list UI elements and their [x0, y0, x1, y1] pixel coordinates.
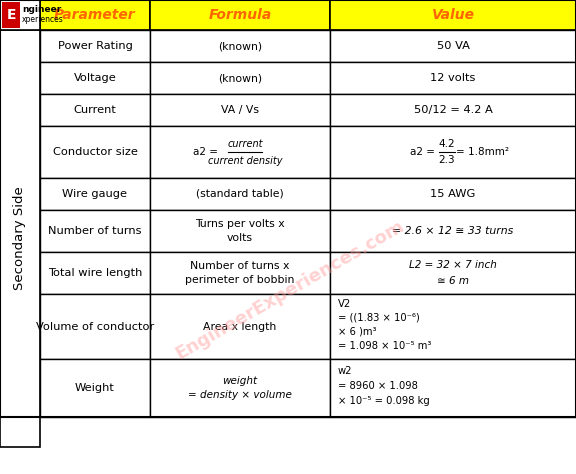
Bar — [150, 94, 330, 126]
Text: Area x length: Area x length — [203, 321, 276, 331]
Text: Weight: Weight — [75, 383, 115, 393]
Text: ≅ 6 m: ≅ 6 m — [437, 276, 469, 286]
Text: 2.3: 2.3 — [439, 155, 455, 165]
Bar — [150, 252, 330, 294]
Text: Total wire length: Total wire length — [48, 268, 142, 278]
Text: w2: w2 — [338, 366, 353, 376]
Text: weight
= density × volume: weight = density × volume — [188, 376, 292, 400]
Text: L2 = 32 × 7 inch: L2 = 32 × 7 inch — [409, 260, 497, 270]
Bar — [40, 294, 150, 359]
Text: Power Rating: Power Rating — [58, 41, 132, 51]
Bar — [40, 30, 150, 62]
Text: 50 VA: 50 VA — [437, 41, 469, 51]
Bar — [150, 359, 330, 417]
Bar — [40, 0, 150, 30]
Text: Turns per volts x
volts: Turns per volts x volts — [195, 219, 285, 243]
Bar — [40, 210, 150, 252]
Bar — [150, 294, 330, 359]
Bar — [40, 178, 150, 210]
Bar — [150, 62, 330, 94]
Text: Wire gauge: Wire gauge — [63, 189, 127, 199]
Text: current density: current density — [208, 156, 282, 166]
Text: ngineer: ngineer — [22, 4, 61, 13]
Text: Parameter: Parameter — [54, 8, 136, 22]
Bar — [0, 30, 40, 447]
Text: Voltage: Voltage — [74, 73, 116, 83]
Bar — [330, 126, 576, 178]
Text: Conductor size: Conductor size — [52, 147, 138, 157]
Text: = 2.6 × 12 ≅ 33 turns: = 2.6 × 12 ≅ 33 turns — [392, 226, 514, 236]
Text: Volume of conductor: Volume of conductor — [36, 321, 154, 331]
Bar — [150, 0, 330, 30]
Bar — [330, 294, 576, 359]
Bar — [2, 2, 20, 28]
Bar — [330, 30, 576, 62]
Bar — [40, 94, 150, 126]
Text: × 10⁻⁵ = 0.098 kg: × 10⁻⁵ = 0.098 kg — [338, 396, 430, 406]
Bar — [330, 94, 576, 126]
Bar — [330, 178, 576, 210]
Text: current: current — [228, 139, 263, 149]
Bar — [330, 359, 576, 417]
Text: E: E — [6, 8, 16, 22]
Text: 15 AWG: 15 AWG — [430, 189, 476, 199]
Text: Number of turns: Number of turns — [48, 226, 142, 236]
Text: (known): (known) — [218, 73, 262, 83]
Bar — [40, 126, 150, 178]
Text: = 1.098 × 10⁻⁵ m³: = 1.098 × 10⁻⁵ m³ — [338, 341, 431, 351]
Text: Current: Current — [74, 105, 116, 115]
Bar — [150, 210, 330, 252]
Bar — [40, 62, 150, 94]
Text: a2 =: a2 = — [193, 147, 218, 157]
Bar — [150, 178, 330, 210]
Text: (known): (known) — [218, 41, 262, 51]
Text: EngineerExperiences.com: EngineerExperiences.com — [172, 217, 407, 363]
Bar — [330, 62, 576, 94]
Text: 4.2: 4.2 — [439, 139, 455, 149]
Text: Secondary Side: Secondary Side — [13, 187, 26, 291]
Text: 50/12 = 4.2 A: 50/12 = 4.2 A — [414, 105, 492, 115]
Bar — [40, 252, 150, 294]
Text: V2: V2 — [338, 299, 351, 309]
Bar — [330, 210, 576, 252]
Text: xperiences: xperiences — [22, 15, 64, 24]
Text: (standard table): (standard table) — [196, 189, 284, 199]
Bar — [150, 30, 330, 62]
Text: Value: Value — [431, 8, 475, 22]
Text: = 8960 × 1.098: = 8960 × 1.098 — [338, 381, 418, 391]
Bar — [40, 359, 150, 417]
Text: × 6 )m³: × 6 )m³ — [338, 327, 377, 337]
Text: a2 =: a2 = — [410, 147, 435, 157]
Text: 12 volts: 12 volts — [430, 73, 476, 83]
Text: = ((1.83 × 10⁻⁶): = ((1.83 × 10⁻⁶) — [338, 313, 420, 323]
Text: = 1.8mm²: = 1.8mm² — [456, 147, 509, 157]
Text: Number of turns x
perimeter of bobbin: Number of turns x perimeter of bobbin — [185, 261, 295, 284]
Bar — [330, 252, 576, 294]
Bar — [330, 0, 576, 30]
Bar — [0, 0, 576, 417]
Bar — [0, 0, 40, 30]
Bar — [150, 126, 330, 178]
Text: Formula: Formula — [209, 8, 272, 22]
Text: VA / Vs: VA / Vs — [221, 105, 259, 115]
